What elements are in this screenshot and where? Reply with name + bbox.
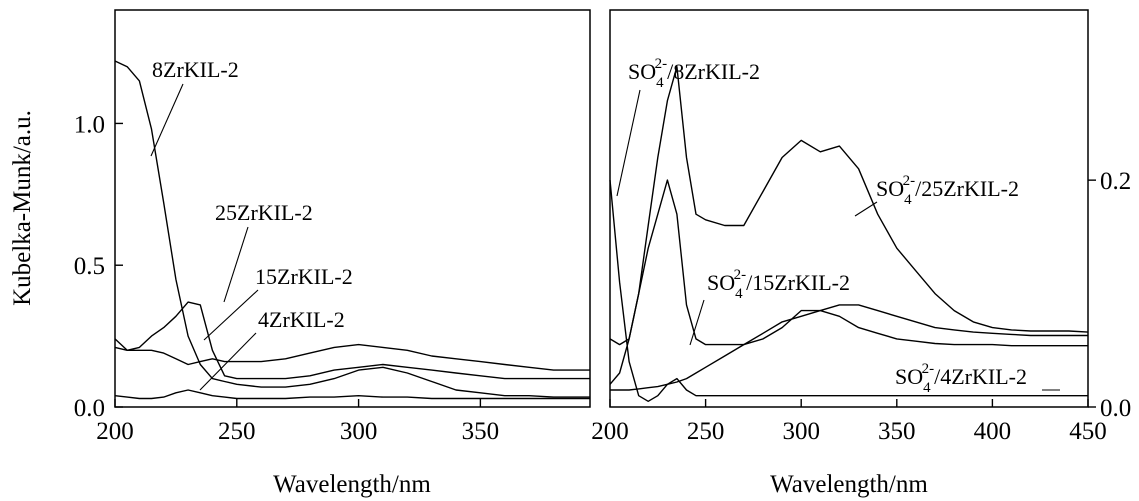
- label-so4-8ZrKIL-2-text: SO42-/8ZrKIL-2: [628, 56, 760, 91]
- left-x-tick-label-0: 200: [96, 418, 134, 445]
- right-x-tick-label-4: 400: [974, 418, 1012, 445]
- left-y-tick-label-2: 1.0: [74, 111, 105, 138]
- left-x-tick-label-2: 300: [340, 418, 378, 445]
- label-so4-25ZrKIL-2: SO42-/25ZrKIL-2: [876, 173, 1019, 208]
- label-so4-8ZrKIL-2: SO42-/8ZrKIL-2: [628, 56, 760, 91]
- left-series-line-2: [114, 343, 590, 371]
- right-series-group: [609, 65, 1089, 402]
- leader-25ZrKIL-2: [223, 226, 249, 303]
- right-x-tick-label-2: 300: [782, 418, 820, 445]
- right-y-tick-label-0: 0.0: [1100, 395, 1131, 422]
- right-y-tick-label-1: 0.2: [1100, 168, 1131, 195]
- left-x-axis-title: Wavelength/nm: [273, 471, 431, 498]
- leader-so4-15ZrKIL-2: [689, 299, 705, 346]
- label-4ZrKIL-2: 4ZrKIL-2: [258, 307, 345, 332]
- label-15ZrKIL-2: 15ZrKIL-2: [255, 264, 353, 289]
- right-x-tick-label-3: 350: [878, 418, 916, 445]
- label-so4-15ZrKIL-2: SO42-/15ZrKIL-2: [707, 267, 850, 302]
- left-y-tick-label-1: 0.5: [74, 253, 105, 280]
- left-series-group: [114, 60, 590, 400]
- left-series-line-0: [114, 60, 590, 398]
- left-x-tick-label-3: 350: [462, 418, 500, 445]
- right-series-line-0: [609, 180, 1088, 402]
- right-x-tick-label-5: 450: [1069, 418, 1107, 445]
- right-series-line-2: [609, 179, 1088, 385]
- right-series-line-3: [610, 304, 1088, 391]
- label-so4-4ZrKIL-2-text: SO42-/4ZrKIL-2: [895, 361, 1027, 396]
- right-series-line-1: [609, 65, 1089, 346]
- left-x-tick-label-1: 250: [218, 418, 256, 445]
- leader-15ZrKIL-2: [203, 289, 259, 341]
- label-so4-25ZrKIL-2-text: SO42-/25ZrKIL-2: [876, 173, 1019, 208]
- right-x-tick-label-0: 200: [591, 418, 629, 445]
- label-so4-4ZrKIL-2: SO42-/4ZrKIL-2: [895, 361, 1027, 396]
- label-8ZrKIL-2: 8ZrKIL-2: [152, 57, 239, 82]
- left-series-line-3: [114, 389, 590, 400]
- left-y-axis-title: Kubelka-Munk/a.u.: [9, 110, 36, 306]
- right-x-axis-title: Wavelength/nm: [770, 471, 928, 498]
- leader-8ZrKIL-2: [150, 83, 184, 157]
- label-25ZrKIL-2: 25ZrKIL-2: [215, 200, 313, 225]
- leader-so4-8ZrKIL-2: [616, 89, 641, 197]
- label-so4-15ZrKIL-2-text: SO42-/15ZrKIL-2: [707, 267, 850, 302]
- left-y-tick-label-0: 0.0: [74, 395, 105, 422]
- right-plot-frame: [609, 9, 1089, 408]
- right-x-tick-label-1: 250: [687, 418, 725, 445]
- left-series-line-1: [114, 301, 590, 380]
- left-plot-frame: [114, 9, 591, 408]
